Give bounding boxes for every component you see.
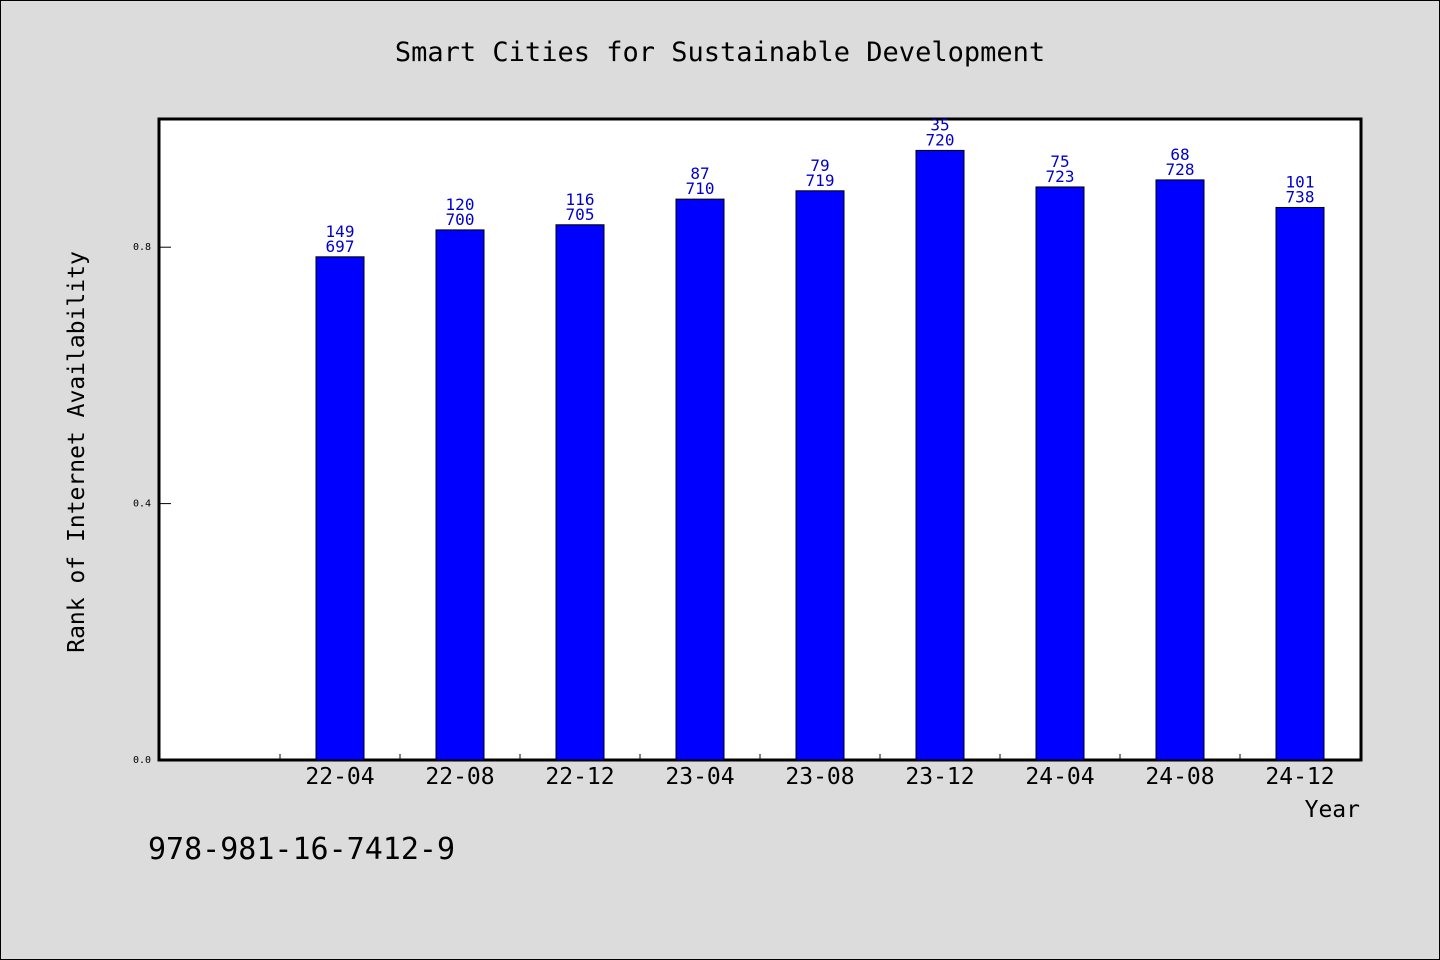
bar-label-bottom: 738 [1286,187,1315,206]
bar-label-bottom: 719 [806,171,835,190]
y-axis-label: Rank of Internet Availability [64,251,90,653]
bar-label-top: 35 [930,115,949,134]
x-tick-label: 24-08 [1145,764,1214,790]
bar [1035,186,1085,761]
bar-label-bottom: 720 [926,130,955,149]
bar [555,224,605,761]
x-axis-label: Year [1305,797,1360,823]
bar [435,229,485,761]
bar [795,190,845,761]
x-tick-label: 23-08 [785,764,854,790]
bar-label-bottom: 723 [1046,167,1075,186]
x-tick-label: 24-04 [1025,764,1094,790]
bar-label-bottom: 710 [686,179,715,198]
bar-label-top: 120 [446,195,475,214]
bar-label-bottom: 728 [1166,160,1195,179]
bar-label-top: 75 [1050,152,1069,171]
bar [1275,206,1325,761]
bar-label-top: 68 [1170,145,1189,164]
y-tick-label: 0.0 [133,755,151,766]
chart-title: Smart Cities for Sustainable Development [395,37,1045,68]
x-tick-label: 24-12 [1265,764,1334,790]
x-tick-label: 22-04 [305,764,374,790]
bar [315,256,365,761]
bar-label-bottom: 705 [566,205,595,224]
x-tick-label: 23-04 [665,764,734,790]
bar-label-top: 101 [1286,172,1315,191]
x-tick-label: 22-08 [425,764,494,790]
bar-label-bottom: 697 [326,237,355,256]
bar-label-top: 87 [690,164,709,183]
bar-label-top: 149 [326,222,355,241]
bar [675,198,725,761]
y-axis-ticks: 0.0 0.4 0.8 [133,242,171,766]
bar-label-top: 79 [810,156,829,175]
x-tick-label: 22-12 [545,764,614,790]
x-axis-ticks: 22-04 22-08 22-12 23-04 23-08 23-12 24-04 24-08… [279,754,1361,790]
bars-layer [315,149,1325,761]
bar-label-bottom: 700 [446,210,475,229]
footer-code: 978-981-16-7412-9 [148,832,456,867]
bar [1155,179,1205,761]
y-tick-label: 0.8 [133,242,151,253]
bar-label-top: 116 [566,190,595,209]
y-tick-label: 0.4 [133,499,151,510]
bar [915,149,965,761]
x-tick-label: 23-12 [905,764,974,790]
